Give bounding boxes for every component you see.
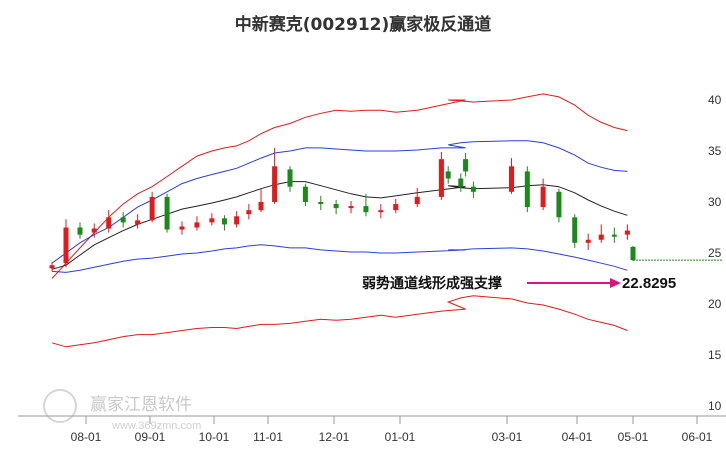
support-annotation: 弱势通道线形成强支撑 22.8295 — [362, 259, 722, 292]
y-tick-label: 30 — [708, 195, 722, 209]
y-tick-label: 35 — [708, 144, 722, 158]
candle-body — [287, 169, 293, 187]
candle-body — [438, 159, 444, 197]
candle-body — [624, 230, 630, 235]
x-tick-label: 09-01 — [135, 430, 166, 444]
candle-body — [414, 196, 420, 205]
watermark-url: www.369zmn.com — [111, 420, 201, 432]
candle-body — [135, 220, 141, 225]
annotation-arrowhead — [610, 278, 621, 288]
candle-body — [164, 196, 170, 230]
x-tick-label: 05-01 — [618, 430, 649, 444]
candle-body — [556, 191, 562, 218]
x-tick-label: 11-01 — [253, 430, 283, 444]
candle-body — [194, 222, 200, 228]
candle-body — [149, 196, 155, 221]
candle-body — [348, 206, 354, 209]
x-tick-label: 08-01 — [71, 430, 102, 444]
x-tick-label: 12-01 — [319, 430, 350, 444]
candle-body — [49, 265, 55, 269]
band-red-outer-lower — [51, 295, 628, 348]
candlesticks — [49, 147, 636, 272]
candle-body — [91, 228, 97, 233]
y-axis-ticks: 10 15 20 25 30 35 40 — [708, 93, 722, 413]
y-tick-label: 40 — [708, 93, 722, 107]
candle-body — [393, 204, 399, 211]
band-lines — [51, 93, 628, 348]
y-tick-label: 25 — [708, 246, 722, 260]
y-tick-label: 15 — [708, 348, 722, 362]
candle-body — [246, 210, 252, 215]
x-tick-label: 03-01 — [492, 430, 523, 444]
chart-title: 中新赛克(002912)赢家极反通道 — [235, 14, 492, 35]
x-tick-label: 10-01 — [199, 430, 230, 444]
candle-body — [598, 234, 604, 240]
band-red-outer-upper — [51, 93, 628, 279]
y-tick-label: 20 — [708, 297, 722, 311]
candle-body — [524, 171, 530, 208]
annotation-value: 22.8295 — [622, 275, 676, 292]
candle-body — [463, 159, 469, 172]
candle-body — [221, 218, 227, 225]
candle-body — [458, 178, 464, 187]
candle-body — [272, 166, 278, 202]
watermark: 赢家江恩软件 www.369zmn.com — [43, 389, 201, 432]
candle-body — [585, 239, 591, 243]
candle-body — [209, 218, 215, 223]
x-tick-label: 04-01 — [562, 430, 593, 444]
candle-body — [363, 206, 369, 213]
candle-body — [540, 186, 546, 208]
band-blue-lower — [51, 244, 628, 273]
candle-body — [572, 217, 578, 243]
candle-body — [234, 216, 240, 225]
candle-body — [179, 226, 185, 230]
candle-body — [509, 166, 515, 192]
band-black-middle — [51, 181, 628, 270]
x-axis-ticks: 08-01 09-01 10-01 11-01 12-01 01-01 03-01 04-01… — [71, 416, 713, 444]
x-tick-label: 06-01 — [682, 430, 713, 444]
candle-body — [106, 217, 112, 229]
watermark-logo-icon — [43, 389, 77, 423]
candle-body — [120, 217, 126, 223]
annotation-text: 弱势通道线形成强支撑 — [362, 275, 502, 292]
candle-body — [77, 227, 83, 235]
candle-body — [302, 186, 308, 202]
band-blue-upper — [51, 140, 628, 264]
candle-body — [378, 210, 384, 213]
x-tick-label: 01-01 — [385, 430, 416, 444]
candle-body — [63, 227, 69, 264]
candle-body — [445, 171, 451, 179]
candle-body — [258, 202, 264, 211]
watermark-text: 赢家江恩软件 — [90, 395, 192, 415]
candle-body — [318, 202, 324, 205]
candle-body — [611, 234, 617, 237]
candle-body — [333, 204, 339, 209]
y-tick-label: 10 — [708, 399, 722, 413]
candle-body — [630, 246, 636, 261]
candle-body — [470, 186, 476, 192]
